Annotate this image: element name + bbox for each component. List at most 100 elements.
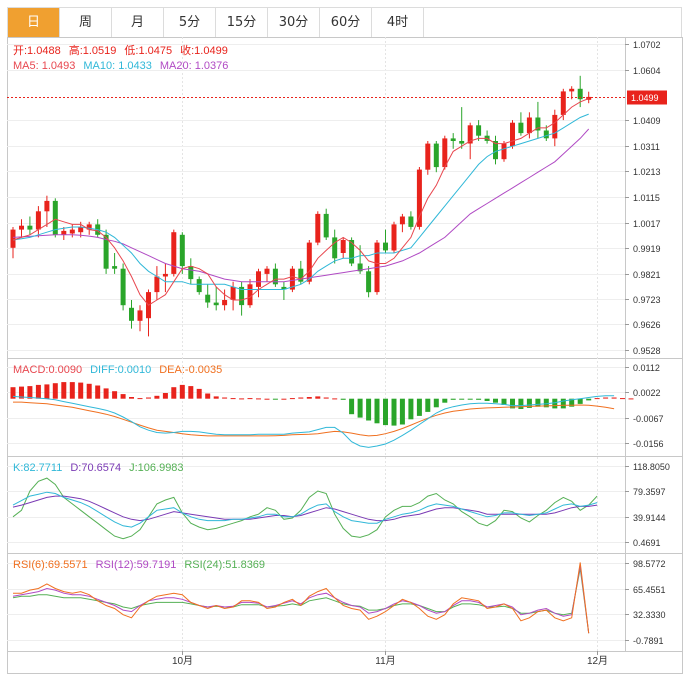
tab-week[interactable]: 周	[60, 8, 112, 38]
tab-30min[interactable]: 30分	[268, 8, 320, 38]
candle-body	[450, 138, 456, 141]
candle-body	[552, 114, 558, 139]
tab-60min[interactable]: 60分	[320, 8, 372, 38]
candle-body	[332, 237, 338, 259]
macd-bar	[69, 382, 75, 399]
ohlc-info: 高:1.0519	[69, 43, 117, 57]
chart-frame	[7, 37, 683, 674]
macd-bar	[171, 387, 177, 399]
macd-bar	[357, 398, 363, 418]
candle-body	[315, 213, 321, 243]
tab-day[interactable]: 日	[8, 8, 60, 38]
candle-body	[298, 268, 304, 282]
candle-body	[52, 200, 58, 235]
price-tick-label: 1.0311	[633, 142, 660, 152]
macd-bar	[112, 391, 118, 399]
macd-bar	[543, 398, 549, 408]
candle-body	[366, 271, 372, 293]
candle-body	[459, 141, 465, 144]
macd-bar	[459, 398, 465, 400]
candle-body	[10, 229, 16, 248]
price-tick-label: 1.0702	[633, 40, 661, 50]
candle-body	[323, 213, 329, 238]
candle-body	[35, 211, 41, 230]
candle-body	[408, 216, 414, 227]
candle-body	[306, 242, 312, 282]
candle-body	[510, 122, 515, 147]
macd-bar	[391, 398, 397, 426]
candle-body	[69, 229, 75, 234]
candle-body	[19, 225, 24, 230]
candle-body	[569, 88, 575, 92]
kdj-info: D:70.6574	[70, 462, 121, 474]
macd-bar	[298, 397, 304, 399]
rsi-tick-label: 32.3330	[633, 610, 666, 620]
last-price-tag	[627, 90, 667, 105]
price-tick-label: 0.9626	[633, 320, 661, 330]
candle-body	[281, 286, 287, 290]
macd-bar	[526, 398, 532, 408]
period-tab-bar: 日 周 月 5分 15分 30分 60分 4时	[7, 7, 682, 38]
macd-bar	[586, 398, 592, 401]
macd-bar	[272, 398, 278, 400]
macd-bar	[594, 398, 600, 400]
macd-bar	[10, 387, 16, 399]
macd-bar	[78, 382, 84, 399]
candle-body	[78, 227, 84, 233]
candle-body	[577, 88, 583, 100]
macd-bar	[332, 398, 338, 400]
candle-body	[120, 268, 126, 306]
tab-4hour[interactable]: 4时	[372, 8, 424, 38]
macd-bar	[535, 398, 541, 407]
candle-body	[264, 268, 270, 274]
tab-15min[interactable]: 15分	[216, 8, 268, 38]
candle-body	[501, 143, 507, 160]
macd-bar	[95, 385, 101, 399]
x-tick-label: 10月	[172, 655, 193, 667]
candle-body	[61, 230, 67, 235]
macd-bar	[188, 386, 194, 399]
macd-bar	[230, 398, 236, 400]
macd-bar	[179, 384, 185, 399]
candle-body	[247, 284, 253, 306]
ma-info: MA10: 1.0433	[83, 60, 152, 72]
macd-bar	[366, 398, 372, 421]
tab-month[interactable]: 月	[112, 8, 164, 38]
candle-body	[44, 200, 50, 212]
candle-body	[467, 125, 473, 144]
candle-body	[442, 138, 448, 168]
macd-bar	[476, 398, 482, 400]
price-tick-label: 0.9723	[633, 295, 661, 305]
macd-bar	[86, 383, 92, 399]
macd-bar	[493, 398, 498, 403]
macd-bar	[408, 398, 414, 420]
price-tick-label: 1.0115	[633, 193, 660, 203]
macd-bar	[560, 398, 566, 409]
macd-tick-label: -0.0067	[633, 414, 664, 424]
ohlc-info: 开:1.0488	[13, 45, 61, 57]
rsi-tick-label: -0.7891	[633, 636, 664, 646]
ma5-line	[12, 98, 589, 306]
rsi-info: RSI(6):69.5571	[13, 559, 88, 571]
diff-line	[12, 395, 615, 448]
macd-bar	[603, 397, 609, 399]
candle-body	[205, 294, 211, 303]
candle-body	[154, 276, 160, 293]
candle-body	[171, 232, 177, 274]
macd-bar	[247, 398, 253, 400]
rsi-tick-label: 98.5772	[633, 559, 666, 569]
x-tick-label: 12月	[587, 655, 608, 667]
candle-body	[188, 266, 194, 280]
tab-5min[interactable]: 5分	[164, 8, 216, 38]
macd-bar	[103, 388, 109, 399]
macd-bar	[620, 398, 625, 400]
candle-body	[129, 307, 134, 321]
candle-body	[425, 143, 431, 170]
macd-tick-label: 0.0022	[633, 388, 661, 398]
kdj-info: J:106.9983	[129, 462, 183, 474]
macd-bar	[611, 397, 617, 399]
ma10-line	[12, 113, 589, 290]
rsi-tick-label: 65.4551	[633, 585, 666, 595]
price-tick-label: 0.9919	[633, 244, 661, 254]
